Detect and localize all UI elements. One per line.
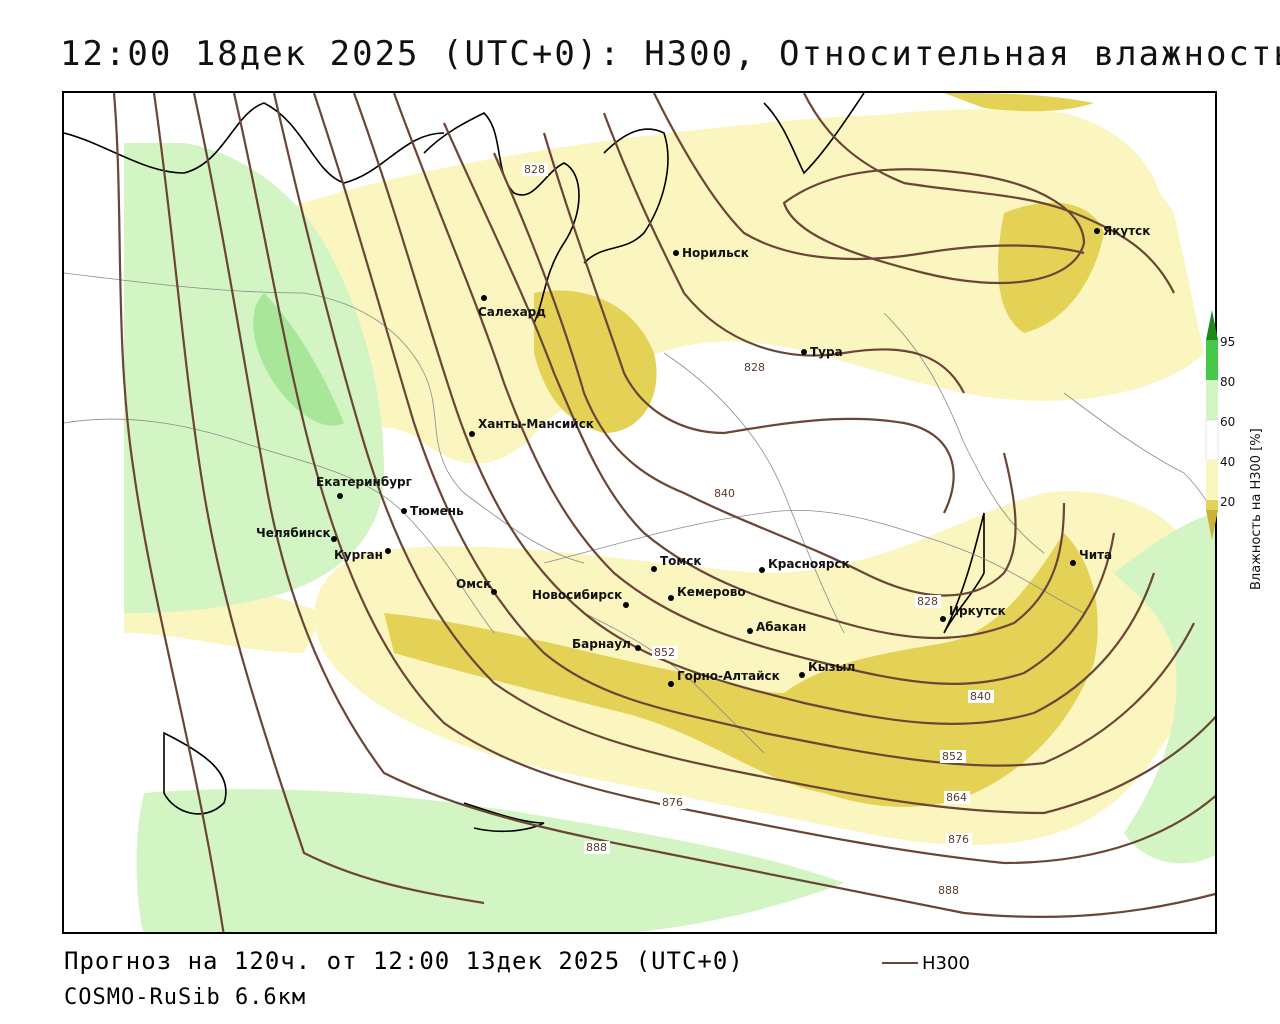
isoline-value-label: 828 xyxy=(744,361,765,374)
colorbar-title: Влажность на H300 [%] xyxy=(1249,428,1264,590)
map-title: 12:00 18дек 2025 (UTC+0): H300, Относите… xyxy=(60,34,1280,74)
city-label: Якутск xyxy=(1103,224,1150,238)
city-dot xyxy=(491,589,497,595)
city-dot xyxy=(651,566,657,572)
colorbar-tick-labels: 95 80 60 40 20 xyxy=(1220,335,1235,509)
isoline-label-bg xyxy=(946,833,972,846)
colorbar-bottom-arrow xyxy=(1206,510,1218,540)
city-label: Екатеринбург xyxy=(316,475,412,489)
isoline-value-label: 852 xyxy=(654,646,675,659)
map-frame: 828 828 840 828 852 840 852 864 876 876 888 888 Яку… xyxy=(62,91,1217,934)
forecast-info: Прогноз на 120ч. от 12:00 13дек 2025 (UT… xyxy=(64,947,744,975)
isoline-value-label: 888 xyxy=(938,884,959,897)
city-markers: Якутск Норильск Тура Салехард Ханты-Мансийск… xyxy=(256,224,1150,687)
city-label: Горно-Алтайск xyxy=(677,669,780,683)
colorbar-tick-label: 95 xyxy=(1220,335,1235,349)
city-label: Красноярск xyxy=(768,557,850,571)
isoline-label-bg xyxy=(915,595,941,608)
city-label: Тура xyxy=(810,345,843,359)
city-dot xyxy=(1094,228,1100,234)
isoline-value-label: 852 xyxy=(942,750,963,763)
city-dot xyxy=(337,493,343,499)
city-dot xyxy=(801,349,807,355)
city-dot xyxy=(940,616,946,622)
city-dot xyxy=(635,645,641,651)
city-label: Новосибирск xyxy=(532,588,622,602)
city-dot xyxy=(799,672,805,678)
city-label: Абакан xyxy=(756,620,806,634)
colorbar-60-80 xyxy=(1206,380,1218,420)
colorbar-low xyxy=(1206,500,1218,510)
colorbar-tick-label: 60 xyxy=(1220,415,1235,429)
humidity-colorbar: 95 80 60 40 20 Влажность на H300 [%] xyxy=(1205,310,1264,590)
city-dot xyxy=(623,602,629,608)
colorbar-40-60-white xyxy=(1205,419,1219,461)
city-label: Барнаул xyxy=(572,637,631,651)
city-dot xyxy=(331,536,337,542)
city-dot xyxy=(401,508,407,514)
coastline-layer xyxy=(64,93,985,833)
city-dot xyxy=(668,595,674,601)
isoline-label-bg xyxy=(968,690,994,703)
city-label: Норильск xyxy=(682,246,749,260)
city-label: Ханты-Мансийск xyxy=(478,417,594,431)
isoline-value-label: 840 xyxy=(714,487,735,500)
city-label: Омск xyxy=(456,577,491,591)
isoline-value-label: 828 xyxy=(524,163,545,176)
isoline-label-bg xyxy=(522,163,548,176)
colorbar-top-arrow xyxy=(1206,310,1218,340)
city-dot xyxy=(759,567,765,573)
city-label: Челябинск xyxy=(256,526,331,540)
city-label: Кызыл xyxy=(808,660,855,674)
city-label: Курган xyxy=(334,548,383,562)
model-name: COSMO-RuSib 6.6км xyxy=(64,985,307,1010)
h300-isolines xyxy=(112,93,1215,932)
isoline-value-label: 876 xyxy=(948,833,969,846)
weather-map: 828 828 840 828 852 840 852 864 876 876 888 888 Яку… xyxy=(64,93,1215,932)
city-dot xyxy=(385,548,391,554)
city-label: Чита xyxy=(1079,548,1112,562)
isoline-label-bg xyxy=(652,646,678,659)
isoline-label-bg xyxy=(584,841,610,854)
colorbar-tick-label: 40 xyxy=(1220,455,1235,469)
isoline-value-label: 888 xyxy=(586,841,607,854)
isoline-label-bg xyxy=(940,750,966,763)
city-dot xyxy=(481,295,487,301)
isoline-value-label: 828 xyxy=(917,595,938,608)
isoline-legend-label: H300 xyxy=(922,952,970,974)
isoline-legend-swatch xyxy=(882,962,918,964)
city-dot xyxy=(747,628,753,634)
colorbar-80-95 xyxy=(1206,340,1218,380)
isoline-label-bg xyxy=(660,796,686,809)
city-label: Тюмень xyxy=(410,504,464,518)
colorbar-tick-label: 20 xyxy=(1220,495,1235,509)
colorbar-20-40 xyxy=(1206,460,1218,500)
city-label: Томск xyxy=(660,554,702,568)
city-dot xyxy=(673,250,679,256)
isoline-label-bg xyxy=(936,884,962,897)
city-label: Салехард xyxy=(478,305,546,319)
isoline-label-bg xyxy=(712,487,738,500)
colorbar-tick-label: 80 xyxy=(1220,375,1235,389)
city-dot xyxy=(1070,560,1076,566)
rh-60-80-fill xyxy=(124,143,1215,932)
isoline-value-label: 864 xyxy=(946,791,967,804)
isoline-value-label: 876 xyxy=(662,796,683,809)
city-label: Иркутск xyxy=(949,604,1006,618)
isoline-value-label: 840 xyxy=(970,690,991,703)
city-dot xyxy=(469,431,475,437)
isoline-value-labels: 828 828 840 828 852 840 852 864 876 876 888 888 xyxy=(522,163,994,897)
isoline-label-bg xyxy=(944,791,970,804)
city-label: Кемерово xyxy=(677,585,746,599)
admin-borders-layer xyxy=(64,272,1215,754)
isoline-legend: H300 xyxy=(882,951,970,975)
city-dot xyxy=(668,681,674,687)
isoline-label-bg xyxy=(742,361,768,374)
